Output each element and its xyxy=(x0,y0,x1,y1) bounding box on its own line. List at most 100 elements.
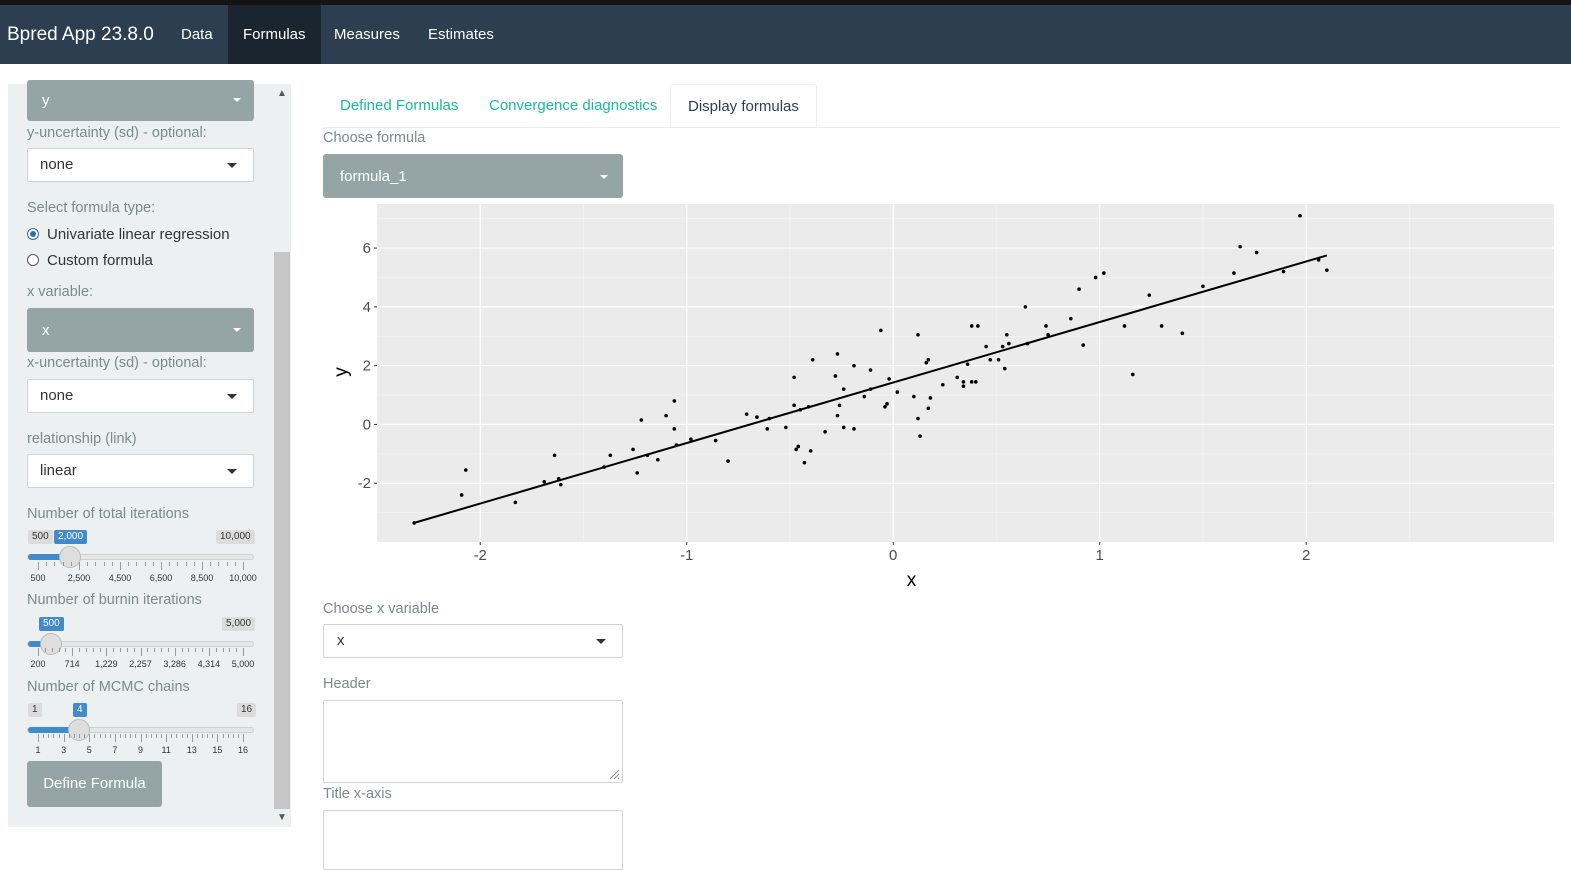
slider-tick xyxy=(236,648,238,652)
resize-handle-icon[interactable] xyxy=(608,768,620,780)
data-point xyxy=(1002,366,1007,371)
data-point xyxy=(810,357,815,362)
slider-tick xyxy=(140,734,142,742)
data-point xyxy=(940,382,945,387)
nav-item-measures[interactable]: Measures xyxy=(334,26,400,43)
title-x-axis-label: Title x-axis xyxy=(323,786,392,802)
x-tick-label: 1 xyxy=(1096,547,1104,564)
tab-convergence-diagnostics[interactable]: Convergence diagnostics xyxy=(489,97,658,114)
slider-tick xyxy=(113,648,115,652)
data-point xyxy=(1023,305,1028,309)
tab-display-formulas[interactable]: Display formulas xyxy=(670,84,817,127)
slider-tick xyxy=(202,562,203,570)
x-uncertainty-value: none xyxy=(40,387,74,404)
slider-tick-label: 5 xyxy=(86,745,92,755)
y-variable-select[interactable]: y xyxy=(27,80,254,121)
data-point xyxy=(916,416,920,421)
total-iterations-slider-track[interactable] xyxy=(27,554,254,560)
slider-tick xyxy=(120,562,121,570)
data-point xyxy=(542,479,547,484)
slider-tick xyxy=(188,648,190,652)
slider-ticks: 1 3 5 7 9 11 13 15 16 xyxy=(27,734,254,755)
choose-formula-label: Choose formula xyxy=(323,130,426,146)
slider-tick xyxy=(144,562,146,566)
data-point xyxy=(961,380,966,384)
data-point xyxy=(969,380,974,384)
data-point xyxy=(639,418,644,422)
slider-tick-label: 11 xyxy=(161,745,171,755)
relationship-select[interactable]: linear xyxy=(27,454,254,488)
data-point xyxy=(1007,341,1011,346)
slider-tick xyxy=(196,734,198,738)
y-variable-value: y xyxy=(42,92,50,109)
slider-tick xyxy=(106,648,108,656)
total-iterations-slider-handle[interactable] xyxy=(59,546,82,568)
data-point xyxy=(984,344,988,349)
slider-tick xyxy=(232,734,234,738)
data-point xyxy=(926,406,931,411)
tab-defined-formulas[interactable]: Defined Formulas xyxy=(340,97,459,114)
slider-tick xyxy=(243,562,244,570)
mcmc-chains-slider-track[interactable] xyxy=(27,727,254,733)
nav-item-data[interactable]: Data xyxy=(181,26,213,43)
slider-tick xyxy=(46,562,48,566)
data-point xyxy=(1147,293,1152,297)
slider-tick-label: 1 xyxy=(35,745,41,755)
slider-tick xyxy=(126,648,128,652)
slider-ticks: 200 714 1,229 2,257 3,286 4,314 5,000 xyxy=(27,648,254,669)
y-axis-title: y xyxy=(331,367,352,377)
plot-svg: -2 -1 0 1 2 -2 0 2 4 6 x y xyxy=(331,204,1554,591)
x-variable-select[interactable]: x xyxy=(27,308,254,352)
slider-tick-label: 500 xyxy=(30,573,46,583)
scroll-up-icon[interactable]: ▲ xyxy=(277,88,287,99)
chevron-down-icon xyxy=(227,469,237,474)
nav-item-formulas[interactable]: Formulas xyxy=(228,5,321,64)
x-uncertainty-select[interactable]: none xyxy=(27,379,254,413)
data-point xyxy=(794,447,798,452)
slider-tick xyxy=(133,648,135,652)
nav-item-estimates[interactable]: Estimates xyxy=(428,26,494,43)
slider-tick xyxy=(167,648,169,652)
slider-tick-label: 1,229 xyxy=(95,659,118,669)
data-point xyxy=(974,380,978,384)
slider-tick xyxy=(234,562,236,566)
choose-x-variable-select[interactable]: x xyxy=(323,624,623,658)
data-point xyxy=(833,374,838,378)
slider-tick xyxy=(54,562,56,566)
data-point xyxy=(926,357,931,362)
slider-tick-label: 3,286 xyxy=(163,659,186,669)
data-point xyxy=(823,429,827,434)
data-point xyxy=(1281,269,1286,274)
data-point xyxy=(1044,324,1048,328)
slider-fill xyxy=(28,554,72,560)
slider-tick xyxy=(181,734,183,738)
define-formula-button[interactable]: Define Formula xyxy=(27,761,162,807)
slider-tick xyxy=(140,648,142,656)
x-uncertainty-label: x-uncertainty (sd) - optional: xyxy=(27,355,207,371)
slider-tick xyxy=(202,648,203,652)
x-tick-label: 0 xyxy=(889,547,897,564)
data-point xyxy=(841,425,846,430)
sidebar-scrollbar-thumb[interactable] xyxy=(274,252,290,809)
y-uncertainty-select[interactable]: none xyxy=(27,148,254,182)
data-point xyxy=(918,434,922,438)
data-point xyxy=(713,438,718,443)
slider-tick xyxy=(222,648,224,652)
choose-x-variable-label: Choose x variable xyxy=(323,601,440,617)
data-point xyxy=(1201,284,1205,289)
choose-formula-select[interactable]: formula_1 xyxy=(323,154,623,198)
data-point xyxy=(802,460,807,465)
data-point xyxy=(955,375,960,380)
slider-tick xyxy=(125,734,127,738)
scatter-plot: -2 -1 0 1 2 -2 0 2 4 6 x y xyxy=(323,202,1560,597)
scroll-down-icon[interactable]: ▼ xyxy=(277,812,287,823)
title-x-axis-textarea[interactable] xyxy=(323,810,623,870)
slider-min-badge: 1 xyxy=(28,703,42,717)
slider-tick xyxy=(185,562,187,566)
data-point xyxy=(835,413,840,418)
header-textarea[interactable] xyxy=(323,700,623,783)
slider-tick-label: 2,257 xyxy=(129,659,152,669)
slider-tick xyxy=(193,562,195,566)
plot-panel xyxy=(377,204,1554,542)
slider-tick xyxy=(161,734,162,738)
